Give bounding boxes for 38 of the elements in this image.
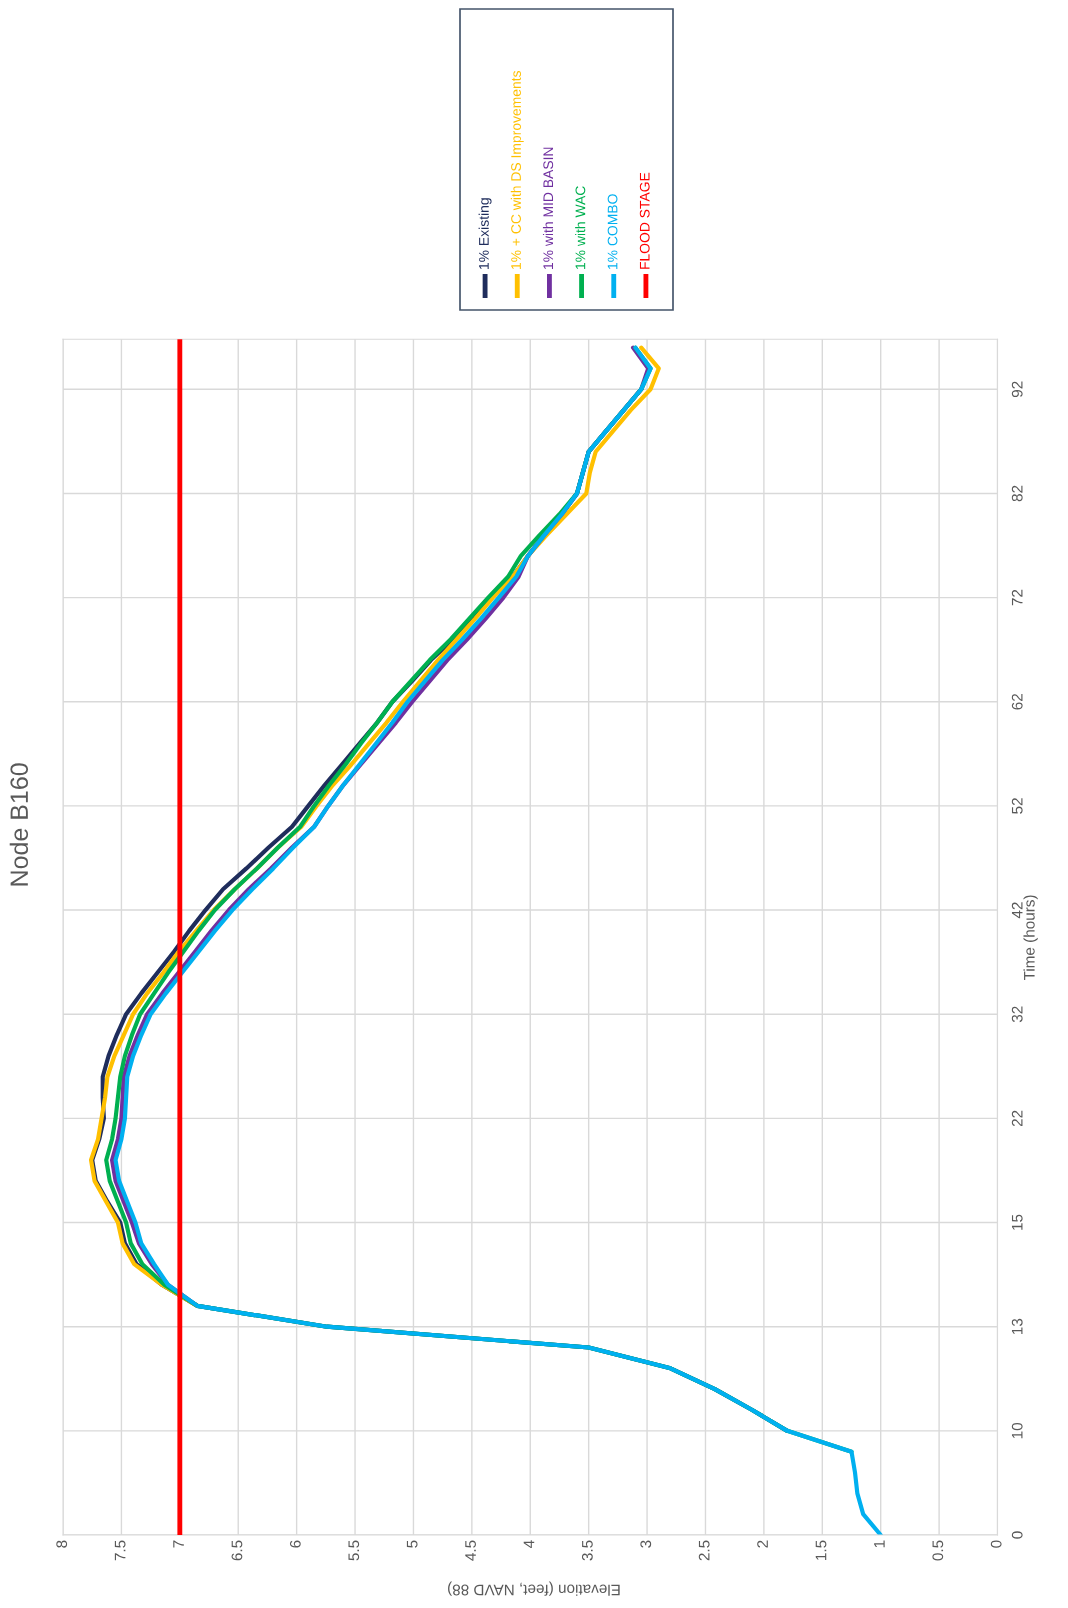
ref-line-label: FLOOD STAGE xyxy=(639,172,650,269)
x-tick-label: 5 xyxy=(406,1540,418,1548)
text: 1% Existing xyxy=(478,198,492,269)
y-tick-label: 13 xyxy=(1011,1318,1023,1335)
y-tick-label: 0 xyxy=(1011,1531,1023,1539)
x-tick-label: 6.5 xyxy=(231,1540,243,1561)
x-tick-label: 6 xyxy=(289,1540,301,1548)
x-tick-label: 0.5 xyxy=(932,1540,944,1561)
x-tick-label: 4.5 xyxy=(465,1540,476,1561)
x-tick-label: 8 xyxy=(56,1540,68,1548)
x-tick-label: 3 xyxy=(640,1540,652,1548)
text: 1% with WAC xyxy=(575,186,586,269)
y-tick-label: 42 xyxy=(1011,902,1023,919)
x-axis-title: Elevation (feet, NAVD 88) xyxy=(448,1581,620,1596)
y-tick-label: 62 xyxy=(1011,694,1023,710)
y-tick-label: 15 xyxy=(1011,1214,1023,1230)
text: Node B160 xyxy=(9,763,29,886)
y-tick-label: 32 xyxy=(1011,1006,1023,1023)
x-tick-label: 3.5 xyxy=(581,1540,593,1561)
text: 1% + CC with DS Improvements xyxy=(510,70,524,269)
y-tick-label: 82 xyxy=(1011,485,1023,502)
x-tick-label: 5.5 xyxy=(348,1540,360,1561)
text: 1% COMBO xyxy=(607,194,618,269)
x-tick-label: 1 xyxy=(874,1540,885,1548)
x-tick-label: 2.5 xyxy=(698,1540,710,1561)
y-axis-title: Time (hours) xyxy=(1023,895,1038,981)
x-tick-label: 7.5 xyxy=(114,1540,126,1561)
x-tick-label: 0 xyxy=(990,1540,1002,1548)
x-tick-label: 1.5 xyxy=(815,1540,827,1560)
y-tick-label: 52 xyxy=(1011,798,1023,814)
y-tick-label: 10 xyxy=(1011,1422,1023,1439)
y-tick-label: 72 xyxy=(1011,589,1023,606)
y-tick-label: 22 xyxy=(1011,1110,1023,1127)
x-tick-label: 4 xyxy=(523,1540,535,1548)
text: 1% with MID BASIN xyxy=(542,147,554,269)
x-tick-label: 2 xyxy=(757,1540,768,1548)
x-tick-label: 7 xyxy=(173,1540,184,1548)
y-tick-label: 92 xyxy=(1011,381,1023,398)
